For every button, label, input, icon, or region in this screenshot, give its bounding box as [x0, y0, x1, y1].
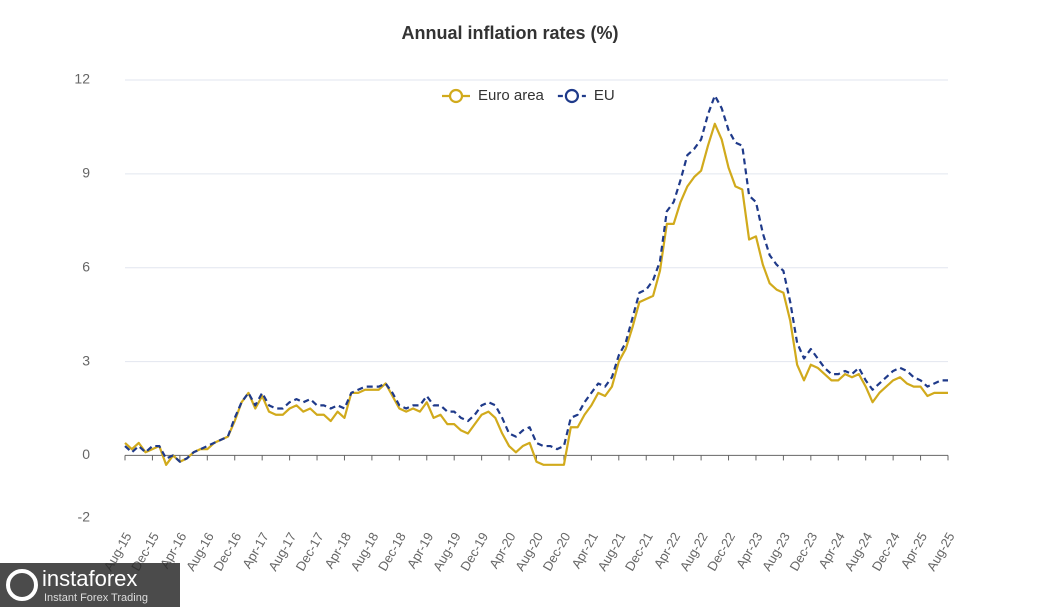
x-tick-label: Dec-20	[540, 530, 574, 574]
y-tick-label: 6	[82, 258, 90, 274]
x-tick-label: Dec-22	[704, 530, 738, 574]
legend-marker	[564, 88, 579, 104]
legend-label: EU	[594, 87, 615, 104]
y-tick-label: -2	[78, 509, 91, 525]
watermark: instaforex Instant Forex Trading	[0, 563, 180, 607]
x-tick-label: Dec-24	[869, 530, 903, 574]
x-tick-label: Dec-18	[375, 530, 409, 574]
legend-label: Euro area	[478, 87, 545, 104]
y-tick-label: 3	[82, 352, 90, 368]
x-tick-label: Dec-21	[622, 530, 656, 574]
y-tick-label: 0	[82, 446, 90, 462]
x-tick-label: Dec-17	[293, 530, 327, 574]
y-tick-label: 9	[82, 165, 90, 181]
chart-title: Annual inflation rates (%)	[401, 23, 618, 43]
watermark-tagline: Instant Forex Trading	[44, 592, 148, 604]
series-line	[124, 94, 948, 463]
watermark-bg	[0, 563, 180, 607]
x-tick-label: Dec-19	[457, 530, 491, 574]
legend-marker	[448, 88, 464, 104]
y-tick-label: 12	[74, 71, 90, 87]
x-tick-label: Dec-16	[210, 530, 244, 574]
watermark-logo	[6, 569, 38, 601]
series-line	[124, 122, 948, 466]
x-tick-label: Dec-23	[786, 530, 820, 574]
legend: Euro area EU	[442, 87, 615, 104]
watermark-brand: instaforex	[42, 566, 137, 591]
x-tick-label: Aug-25	[924, 530, 958, 574]
